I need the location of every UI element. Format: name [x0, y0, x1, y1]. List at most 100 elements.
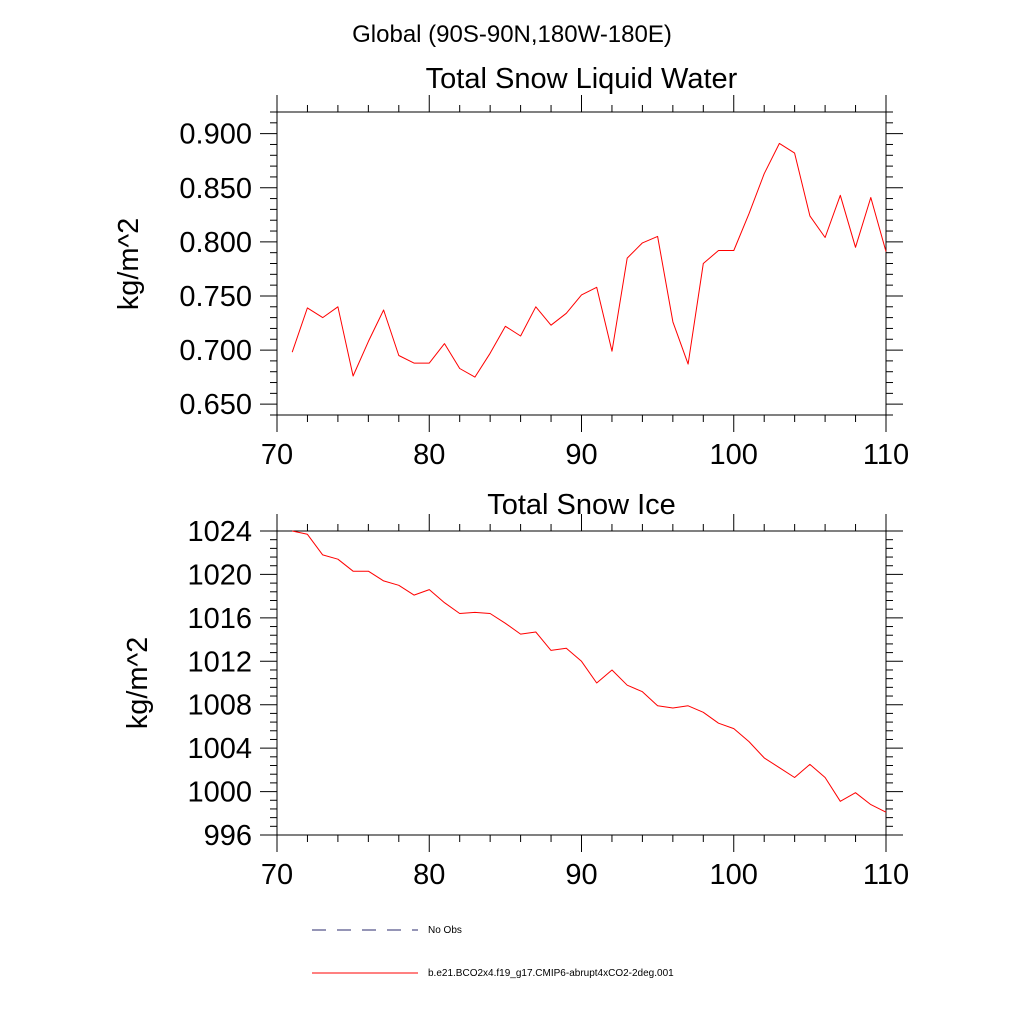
data-point-liquid-water [581, 294, 582, 295]
data-point-snow-ice [459, 613, 460, 614]
data-point-snow-ice [490, 613, 491, 614]
data-point-snow-ice [870, 804, 871, 805]
data-point-snow-ice [688, 705, 689, 706]
data-point-liquid-water [383, 309, 384, 310]
data-point-liquid-water [429, 363, 430, 364]
data-point-liquid-water [566, 313, 567, 314]
data-point-liquid-water [748, 213, 749, 214]
data-point-liquid-water [444, 343, 445, 344]
x-tick-label-snow-ice: 80 [413, 859, 445, 891]
page-title: Global (90S-90N,180W-180E) [352, 21, 672, 48]
data-point-snow-ice [748, 741, 749, 742]
y-tick-label-snow-ice: 1000 [187, 777, 252, 809]
data-point-liquid-water [809, 215, 810, 216]
data-point-snow-ice [368, 571, 369, 572]
data-point-liquid-water [520, 335, 521, 336]
x-tick-label-snow-ice: 100 [710, 859, 758, 891]
y-tick-label-snow-ice: 1012 [187, 646, 252, 678]
data-point-snow-ice [566, 648, 567, 649]
data-point-liquid-water [292, 352, 293, 353]
x-tick-label-snow-ice: 110 [863, 859, 909, 891]
data-point-liquid-water [825, 237, 826, 238]
data-point-liquid-water [870, 197, 871, 198]
y-axis-label-liquid-water: kg/m^2 [113, 218, 145, 311]
x-tick-label-snow-ice: 90 [565, 859, 597, 891]
data-point-liquid-water [505, 326, 506, 327]
data-point-snow-ice [292, 530, 293, 531]
y-tick-label-liquid-water: 0.650 [179, 389, 252, 421]
data-point-liquid-water [855, 247, 856, 248]
data-point-liquid-water [474, 377, 475, 378]
y-tick-label-liquid-water: 0.700 [179, 335, 252, 367]
legend: No Obs b.e21.BCO2x4.f19_g17.CMIP6-abrupt… [312, 925, 674, 979]
series-line-liquid-water [291, 142, 887, 378]
data-point-liquid-water [459, 368, 460, 369]
data-point-snow-ice [337, 559, 338, 560]
data-point-liquid-water [794, 153, 795, 154]
data-point-liquid-water [353, 375, 354, 376]
data-point-snow-ice [764, 757, 765, 758]
data-point-liquid-water [642, 242, 643, 243]
data-point-snow-ice [779, 767, 780, 768]
snow-liquid-water-panel: Total Snow Liquid Water kg/m^2 70 80 90 100 11… [113, 63, 909, 471]
data-point-snow-ice [885, 812, 886, 813]
x-tick-label-liquid-water: 110 [863, 439, 909, 471]
data-point-snow-ice [596, 682, 597, 683]
data-point-liquid-water [718, 250, 719, 251]
y-tick-label-liquid-water: 0.900 [179, 119, 252, 151]
y-tick-label-snow-ice: 996 [204, 820, 252, 852]
data-point-liquid-water [627, 258, 628, 259]
legend-label-model-run: b.e21.BCO2x4.f19_g17.CMIP6-abrupt4xCO2-2… [428, 968, 674, 979]
series-line-snow-ice [292, 530, 887, 813]
plot-frame-liquid-water [276, 111, 887, 416]
data-point-snow-ice [444, 602, 445, 603]
data-point-liquid-water [535, 306, 536, 307]
data-point-snow-ice [611, 669, 612, 670]
data-point-snow-ice [535, 631, 536, 632]
data-point-liquid-water [398, 355, 399, 356]
data-point-liquid-water [885, 251, 886, 252]
data-point-snow-ice [703, 712, 704, 713]
data-point-snow-ice [474, 612, 475, 613]
y-tick-label-liquid-water: 0.800 [179, 227, 252, 259]
y-tick-label-liquid-water: 0.850 [179, 173, 252, 205]
y-tick-label-liquid-water: 0.750 [179, 281, 252, 313]
data-point-liquid-water [764, 173, 765, 174]
y-axis-label-snow-ice: kg/m^2 [122, 637, 154, 730]
data-point-snow-ice [657, 705, 658, 706]
x-tick-label-liquid-water: 100 [710, 439, 758, 471]
data-point-snow-ice [550, 650, 551, 651]
x-tick-label-liquid-water: 70 [261, 439, 293, 471]
data-point-liquid-water [611, 351, 612, 352]
data-point-liquid-water [413, 363, 414, 364]
x-tick-label-liquid-water: 80 [413, 439, 445, 471]
data-point-snow-ice [733, 728, 734, 729]
data-point-snow-ice [627, 685, 628, 686]
data-point-snow-ice [718, 723, 719, 724]
data-point-liquid-water [672, 321, 673, 322]
data-point-liquid-water [733, 250, 734, 251]
data-point-liquid-water [657, 236, 658, 237]
data-point-liquid-water [840, 195, 841, 196]
y-tick-label-snow-ice: 1016 [187, 603, 252, 635]
data-point-snow-ice [855, 792, 856, 793]
y-tick-label-snow-ice: 1008 [187, 690, 252, 722]
data-point-liquid-water [307, 307, 308, 308]
data-point-snow-ice [322, 554, 323, 555]
data-point-snow-ice [429, 589, 430, 590]
data-point-liquid-water [368, 341, 369, 342]
legend-label-no-obs: No Obs [428, 925, 462, 936]
data-point-snow-ice [398, 585, 399, 586]
data-point-liquid-water [322, 317, 323, 318]
data-point-snow-ice [520, 634, 521, 635]
data-point-snow-ice [383, 580, 384, 581]
data-point-snow-ice [353, 571, 354, 572]
x-tick-label-snow-ice: 70 [261, 859, 293, 891]
data-point-snow-ice [505, 623, 506, 624]
plot-frame-snow-ice [276, 530, 887, 836]
data-point-liquid-water [337, 306, 338, 307]
data-point-liquid-water [688, 364, 689, 365]
